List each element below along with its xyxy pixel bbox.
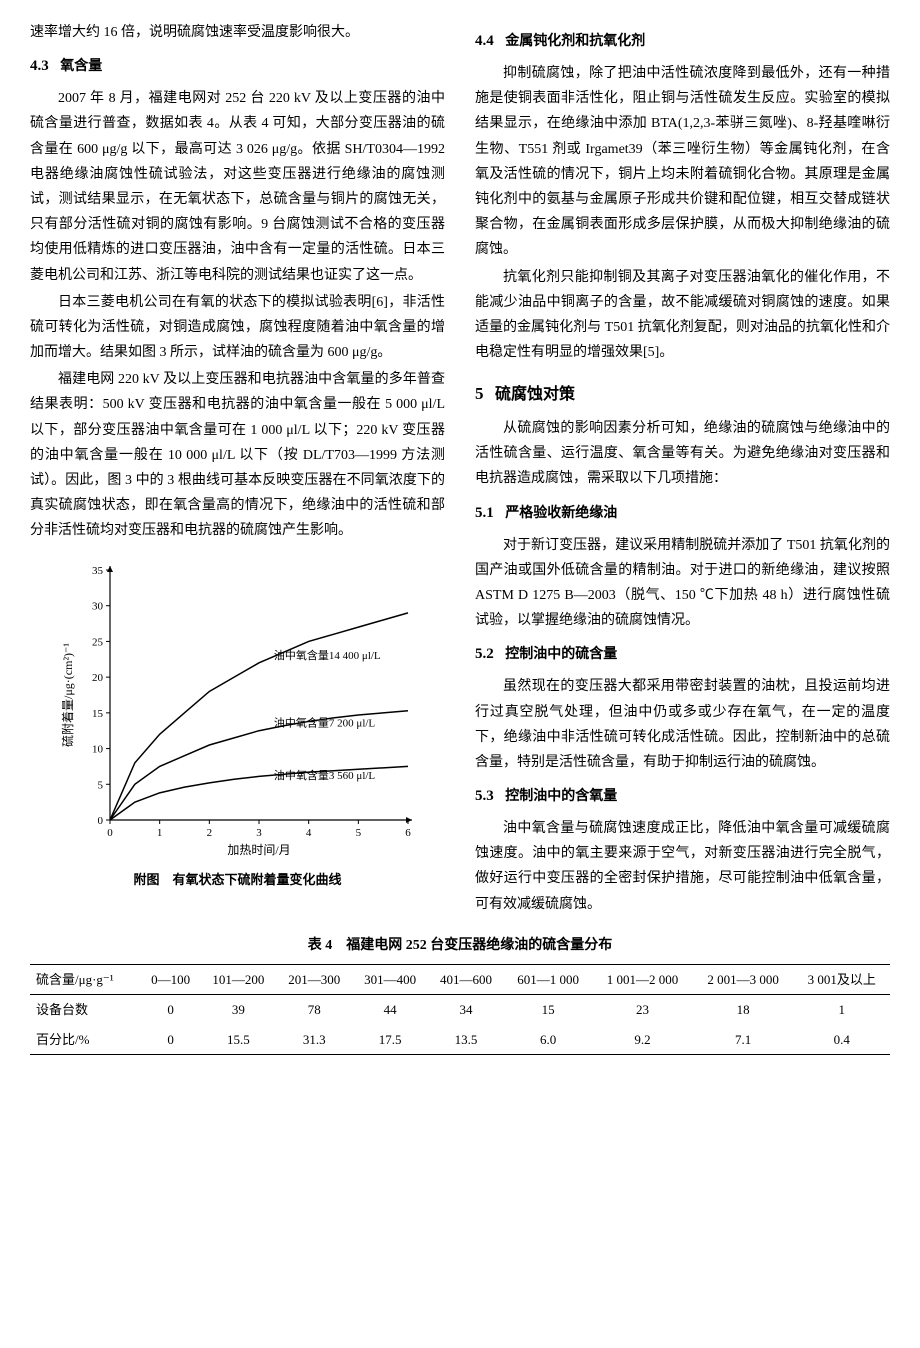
svg-text:4: 4 [305,827,311,839]
svg-text:5: 5 [355,827,361,839]
table-header-cell: 201—300 [276,965,352,995]
table-cell: 78 [276,995,352,1025]
svg-text:10: 10 [92,743,104,755]
table-header-cell: 401—600 [428,965,504,995]
heading-title: 氧含量 [60,59,102,74]
svg-text:15: 15 [92,707,104,719]
table-cell: 15 [504,995,592,1025]
table-cell: 44 [352,995,428,1025]
right-column: 4.4 金属钝化剂和抗氧化剂 抑制硫腐蚀，除了把油中活性硫浓度降到最低外，还有一… [475,20,890,919]
heading-title: 控制油中的含氧量 [505,789,617,804]
heading-5-1: 5.1 严格验收新绝缘油 [475,500,890,527]
heading-title: 控制油中的硫含量 [505,647,617,662]
svg-text:20: 20 [92,672,104,684]
chart-figure: 0 1 2 3 4 5 6 0 5 10 15 20 25 30 35 加热时间/月 硫附着量/μg·(cm²)… [30,560,445,891]
heading-num: 4.4 [475,33,494,49]
svg-text:油中氧含量7 200 μl/L: 油中氧含量7 200 μl/L [273,715,375,729]
table-cell: 39 [200,995,276,1025]
svg-text:2: 2 [206,827,212,839]
intro-line: 速率增大约 16 倍，说明硫腐蚀速率受温度影响很大。 [30,20,445,45]
svg-text:0: 0 [107,827,113,839]
svg-text:6: 6 [405,827,411,839]
table-cell: 设备台数 [30,995,141,1025]
table-cell: 23 [592,995,693,1025]
table-header-cell: 601—1 000 [504,965,592,995]
svg-text:0: 0 [97,815,103,827]
para-5-intro: 从硫腐蚀的影响因素分析可知，绝缘油的硫腐蚀与绝缘油中的活性硫含量、运行温度、氧含… [475,416,890,492]
heading-num: 5.3 [475,788,494,804]
table-header-cell: 2 001—3 000 [693,965,794,995]
table-header-cell: 1 001—2 000 [592,965,693,995]
table-cell: 0 [141,995,200,1025]
table-cell: 7.1 [693,1025,794,1055]
table-cell: 13.5 [428,1025,504,1055]
table-cell: 15.5 [200,1025,276,1055]
para-4-3-2: 日本三菱电机公司在有氧的状态下的模拟试验表明[6]，非活性硫可转化为活性硫，对铜… [30,290,445,366]
table-cell: 31.3 [276,1025,352,1055]
table-cell: 0.4 [793,1025,890,1055]
table-cell: 百分比/% [30,1025,141,1055]
table-cell: 1 [793,995,890,1025]
heading-4-4: 4.4 金属钝化剂和抗氧化剂 [475,28,890,55]
heading-4-3: 4.3 氧含量 [30,53,445,80]
heading-num: 4.3 [30,58,49,74]
heading-title: 金属钝化剂和抗氧化剂 [505,34,645,49]
heading-5-3: 5.3 控制油中的含氧量 [475,783,890,810]
svg-text:1: 1 [156,827,162,839]
heading-5: 5 硫腐蚀对策 [475,379,890,410]
svg-text:加热时间/月: 加热时间/月 [227,843,290,857]
table-cell: 0 [141,1025,200,1055]
para-4-3-3: 福建电网 220 kV 及以上变压器和电抗器油中含氧量的多年普查结果表明：500… [30,367,445,543]
svg-text:3: 3 [256,827,262,839]
table-caption: 表 4 福建电网 252 台变压器绝缘油的硫含量分布 [30,933,890,958]
table-header-cell: 0—100 [141,965,200,995]
heading-num: 5.2 [475,646,494,662]
svg-text:硫附着量/μg·(cm²)⁻¹: 硫附着量/μg·(cm²)⁻¹ [60,642,75,746]
table-header-cell: 3 001及以上 [793,965,890,995]
chart-caption: 附图 有氧状态下硫附着量变化曲线 [30,868,445,891]
table-cell: 6.0 [504,1025,592,1055]
table-cell: 9.2 [592,1025,693,1055]
para-5-1: 对于新订变压器，建议采用精制脱硫并添加了 T501 抗氧化剂的国产油或国外低硫含… [475,533,890,634]
para-4-3-1: 2007 年 8 月，福建电网对 252 台 220 kV 及以上变压器的油中硫… [30,86,445,288]
heading-5-2: 5.2 控制油中的硫含量 [475,641,890,668]
svg-text:5: 5 [97,779,103,791]
table-cell: 18 [693,995,794,1025]
svg-text:35: 35 [92,565,104,577]
table-header-cell: 101—200 [200,965,276,995]
para-5-2: 虽然现在的变压器大都采用带密封装置的油枕，且投运前均进行过真空脱气处理，但油中仍… [475,674,890,775]
table-header-cell: 硫含量/μg·g⁻¹ [30,965,141,995]
svg-text:油中氧含量14 400 μl/L: 油中氧含量14 400 μl/L [273,647,380,661]
para-4-4-1: 抑制硫腐蚀，除了把油中活性硫浓度降到最低外，还有一种措施是使铜表面非活性化，阻止… [475,61,890,263]
heading-num: 5.1 [475,505,494,521]
distribution-table: 硫含量/μg·g⁻¹0—100101—200201—300301—400401—… [30,964,890,1055]
table-cell: 17.5 [352,1025,428,1055]
para-4-4-2: 抗氧化剂只能抑制铜及其离子对变压器油氧化的催化作用，不能减少油品中铜离子的含量，… [475,265,890,366]
heading-title: 严格验收新绝缘油 [505,506,617,521]
heading-title: 硫腐蚀对策 [495,386,575,403]
chart-svg: 0 1 2 3 4 5 6 0 5 10 15 20 25 30 35 加热时间/月 硫附着量/μg·(cm²)… [58,560,418,860]
para-5-3: 油中氧含量与硫腐蚀速度成正比，降低油中氧含量可减缓硫腐蚀速度。油中的氧主要来源于… [475,816,890,917]
svg-text:25: 25 [92,636,104,648]
table-header-cell: 301—400 [352,965,428,995]
heading-num: 5 [475,384,484,403]
svg-text:30: 30 [92,600,104,612]
left-column: 速率增大约 16 倍，说明硫腐蚀速率受温度影响很大。 4.3 氧含量 2007 … [30,20,445,919]
svg-text:油中氧含量3 560 μl/L: 油中氧含量3 560 μl/L [273,767,375,781]
table-cell: 34 [428,995,504,1025]
